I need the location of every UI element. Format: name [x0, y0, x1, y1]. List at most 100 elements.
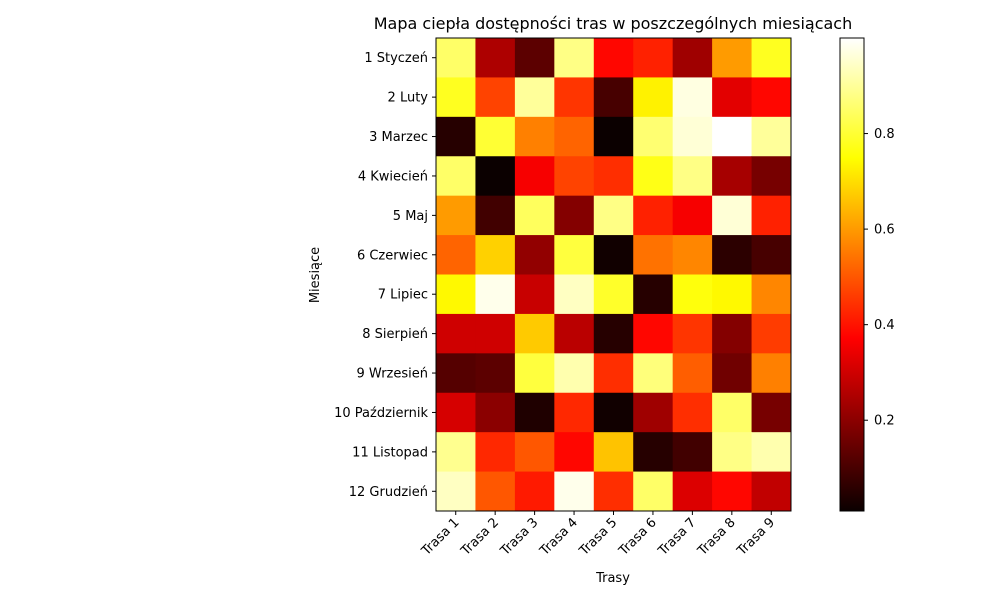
heatmap-cell: [554, 235, 595, 275]
heatmap-cells: [436, 38, 792, 512]
heatmap-cell: [593, 116, 634, 157]
heatmap-cell: [514, 195, 555, 236]
heatmap-cell: [672, 38, 713, 78]
heatmap-cell: [554, 471, 595, 512]
heatmap-cell: [436, 38, 476, 78]
heatmap-cell: [633, 195, 674, 236]
heatmap-cell: [751, 274, 792, 315]
heatmap-cell: [751, 156, 792, 197]
heatmap-cell: [554, 195, 595, 236]
heatmap-cell: [751, 195, 792, 236]
heatmap-cell: [672, 432, 713, 473]
y-tick-label: 3 Marzec: [369, 130, 428, 145]
heatmap-cell: [436, 77, 476, 118]
colorbar-tick-label: 0.4: [874, 318, 895, 333]
y-tick-label: 7 Lipiec: [378, 288, 428, 303]
heatmap-cell: [633, 156, 674, 197]
heatmap-cell: [475, 353, 516, 394]
heatmap-cell: [554, 392, 595, 433]
heatmap-cell: [475, 392, 516, 433]
heatmap-cell: [475, 235, 516, 275]
heatmap-cell: [593, 274, 634, 315]
x-tick-label: Trasa 6: [616, 515, 660, 559]
heatmap-cell: [672, 156, 713, 197]
heatmap-cell: [633, 392, 674, 433]
heatmap-cell: [633, 313, 674, 354]
y-tick-label: 10 Październik: [334, 406, 428, 421]
heatmap-cell: [514, 392, 555, 433]
heatmap-cell: [436, 274, 476, 315]
heatmap-cell: [554, 156, 595, 197]
heatmap-cell: [633, 471, 674, 512]
heatmap-cell: [436, 235, 476, 275]
heatmap-cell: [672, 195, 713, 236]
heatmap-cell: [751, 313, 792, 354]
heatmap-cell: [514, 432, 555, 473]
heatmap-cell: [475, 432, 516, 473]
heatmap-cell: [554, 353, 595, 394]
heatmap-cell: [593, 77, 634, 118]
heatmap-cell: [633, 38, 674, 78]
heatmap-cell: [633, 274, 674, 315]
x-tick-label: Trasa 1: [418, 515, 462, 559]
heatmap-cell: [436, 156, 476, 197]
heatmap-cell: [593, 235, 634, 275]
heatmap-cell: [593, 432, 634, 473]
heatmap-cell: [751, 392, 792, 433]
colorbar-ticks: 0.2 0.4 0.6 0.8: [864, 127, 895, 429]
heatmap-cell: [672, 392, 713, 433]
heatmap-cell: [475, 116, 516, 157]
heatmap-cell: [633, 116, 674, 157]
heatmap-cell: [672, 274, 713, 315]
heatmap-cell: [593, 195, 634, 236]
y-tick-label: 11 Listopad: [352, 445, 428, 460]
heatmap-cell: [633, 235, 674, 275]
heatmap-cell: [633, 432, 674, 473]
y-tick-label: 2 Luty: [388, 91, 429, 106]
heatmap-cell: [436, 116, 476, 157]
colorbar: [839, 37, 865, 512]
heatmap-cell: [633, 353, 674, 394]
heatmap-cell: [514, 471, 555, 512]
y-tick-label: 4 Kwiecień: [358, 169, 428, 184]
heatmap-cell: [593, 353, 634, 394]
x-axis-title: Trasy: [595, 571, 630, 586]
heatmap-cell: [712, 156, 753, 197]
colorbar-tick-label: 0.8: [874, 127, 895, 142]
heatmap-cell: [475, 77, 516, 118]
heatmap-cell: [712, 274, 753, 315]
heatmap-cell: [436, 313, 476, 354]
heatmap-cell: [712, 313, 753, 354]
heatmap-cell: [554, 38, 595, 78]
y-tick-label: 5 Maj: [393, 209, 428, 224]
heatmap-cell: [554, 313, 595, 354]
y-tick-label: 6 Czerwiec: [357, 248, 428, 263]
heatmap-cell: [712, 77, 753, 118]
x-tick-label: Trasa 8: [694, 515, 738, 559]
heatmap-cell: [712, 235, 753, 275]
heatmap-cell: [712, 353, 753, 394]
heatmap-cell: [712, 432, 753, 473]
y-tick-label: 8 Sierpień: [362, 327, 428, 342]
heatmap-cell: [514, 274, 555, 315]
heatmap-cell: [751, 471, 792, 512]
heatmap-cell: [514, 77, 555, 118]
heatmap-cell: [593, 392, 634, 433]
heatmap-cell: [751, 38, 792, 78]
heatmap-cell: [436, 195, 476, 236]
heatmap-cell: [712, 392, 753, 433]
heatmap-cell: [554, 274, 595, 315]
heatmap-cell: [712, 38, 753, 78]
heatmap-cell: [672, 353, 713, 394]
heatmap-cell: [475, 156, 516, 197]
heatmap-cell: [712, 195, 753, 236]
heatmap-cell: [712, 471, 753, 512]
heatmap-cell: [436, 353, 476, 394]
heatmap-cell: [633, 77, 674, 118]
heatmap-cell: [593, 156, 634, 197]
x-tick-label: Trasa 3: [497, 515, 541, 559]
heatmap-cell: [593, 471, 634, 512]
x-tick-label: Trasa 7: [655, 515, 699, 559]
colorbar-tick-label: 0.2: [874, 414, 895, 429]
